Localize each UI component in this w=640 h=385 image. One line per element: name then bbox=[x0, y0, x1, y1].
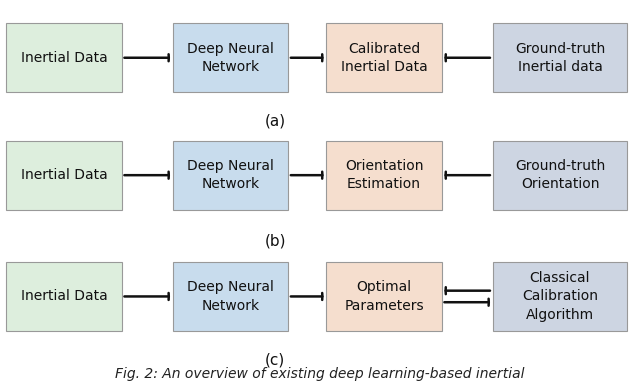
FancyBboxPatch shape bbox=[493, 262, 627, 331]
Text: Inertial Data: Inertial Data bbox=[20, 168, 108, 182]
Text: Optimal
Parameters: Optimal Parameters bbox=[344, 280, 424, 313]
FancyBboxPatch shape bbox=[6, 141, 122, 210]
Text: (b): (b) bbox=[264, 233, 286, 248]
FancyBboxPatch shape bbox=[173, 23, 288, 92]
FancyBboxPatch shape bbox=[493, 23, 627, 92]
FancyBboxPatch shape bbox=[326, 23, 442, 92]
Text: Deep Neural
Network: Deep Neural Network bbox=[187, 159, 274, 191]
Text: Ground-truth
Inertial data: Ground-truth Inertial data bbox=[515, 42, 605, 74]
Text: Orientation
Estimation: Orientation Estimation bbox=[345, 159, 423, 191]
Text: Fig. 2: An overview of existing deep learning-based inertial: Fig. 2: An overview of existing deep lea… bbox=[115, 367, 525, 381]
FancyBboxPatch shape bbox=[173, 262, 288, 331]
FancyBboxPatch shape bbox=[493, 141, 627, 210]
FancyBboxPatch shape bbox=[6, 262, 122, 331]
Text: Deep Neural
Network: Deep Neural Network bbox=[187, 42, 274, 74]
Text: Deep Neural
Network: Deep Neural Network bbox=[187, 280, 274, 313]
Text: Inertial Data: Inertial Data bbox=[20, 51, 108, 65]
Text: (c): (c) bbox=[265, 353, 285, 367]
Text: (a): (a) bbox=[264, 114, 286, 129]
Text: Inertial Data: Inertial Data bbox=[20, 290, 108, 303]
FancyBboxPatch shape bbox=[326, 262, 442, 331]
FancyBboxPatch shape bbox=[326, 141, 442, 210]
FancyBboxPatch shape bbox=[173, 141, 288, 210]
FancyBboxPatch shape bbox=[6, 23, 122, 92]
Text: Classical
Calibration
Algorithm: Classical Calibration Algorithm bbox=[522, 271, 598, 322]
Text: Calibrated
Inertial Data: Calibrated Inertial Data bbox=[340, 42, 428, 74]
Text: Ground-truth
Orientation: Ground-truth Orientation bbox=[515, 159, 605, 191]
